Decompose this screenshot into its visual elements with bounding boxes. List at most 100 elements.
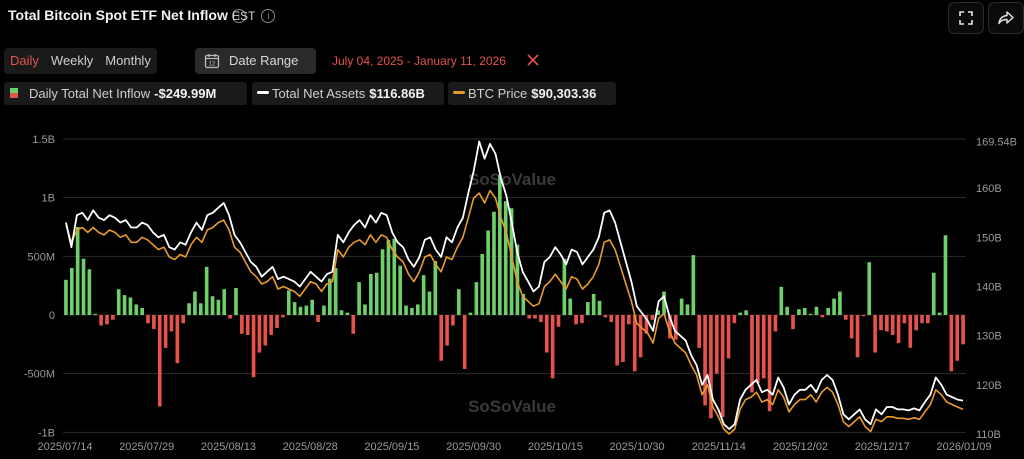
inflow-bar: [832, 298, 836, 315]
watermark-text: SoSoValue: [468, 397, 556, 416]
inflow-bar: [456, 289, 461, 315]
inflow-bar: [843, 315, 848, 320]
inflow-bar: [333, 268, 338, 315]
y-left-tick-label: -1B: [38, 427, 55, 439]
chart-title: Total Bitcoin Spot ETF Net Inflow i: [8, 7, 246, 23]
inflow-bar: [322, 305, 326, 315]
inflow-bar: [345, 312, 350, 315]
inflow-bar: [591, 293, 596, 315]
inflow-bar: [210, 296, 215, 315]
inflow-bar: [550, 315, 555, 379]
inflow-bar: [462, 315, 467, 369]
inflow-bar: [668, 315, 672, 339]
legend-item-price[interactable]: BTC Price $90,303.36: [448, 82, 616, 105]
inflow-bar: [943, 235, 948, 315]
date-range-button[interactable]: 12 Date Range: [195, 48, 316, 74]
inflow-bar: [855, 315, 860, 358]
inflow-bar: [316, 315, 320, 323]
inflow-bar: [656, 310, 660, 315]
y-left-tick-label: 1.5B: [32, 134, 55, 146]
tab-daily[interactable]: Daily: [10, 53, 39, 68]
svg-text:12: 12: [209, 62, 216, 68]
inflow-bar: [275, 315, 279, 328]
x-tick-label: 2025/07/29: [119, 441, 174, 453]
inflow-bar: [339, 310, 344, 315]
inflow-bar: [802, 307, 807, 315]
inflow-bar: [509, 208, 514, 315]
inflow-bar: [474, 282, 479, 315]
inflow-bar: [779, 286, 784, 315]
inflow-bar: [240, 315, 244, 334]
tab-weekly[interactable]: Weekly: [50, 53, 94, 68]
inflow-bar: [105, 315, 109, 325]
inflow-bar: [433, 261, 438, 315]
inflow-bar: [873, 315, 877, 353]
inflow-bar: [380, 249, 385, 315]
inflow-bar: [544, 315, 549, 353]
inflow-bar: [638, 315, 643, 358]
inflow-bar: [64, 279, 68, 315]
inflow-bar: [679, 298, 684, 315]
fullscreen-button[interactable]: [948, 2, 984, 34]
inflow-bar: [503, 201, 508, 315]
inflow-bar: [310, 299, 315, 315]
price-swatch: [453, 91, 465, 94]
y-right-tick-label: 140B: [976, 282, 1002, 294]
inflow-bar: [744, 310, 748, 315]
inflow-bar: [398, 265, 402, 315]
y-right-tick-label: 160B: [976, 183, 1002, 195]
x-tick-label: 2025/08/28: [283, 441, 338, 453]
inflow-bar: [374, 272, 379, 315]
y-left-tick-label: 500M: [27, 251, 55, 263]
assets-swatch: [257, 91, 269, 94]
inflow-bar: [949, 315, 954, 372]
inflow-bar: [785, 306, 789, 315]
inflow-bar: [849, 315, 854, 339]
inflow-bar: [797, 309, 801, 315]
inflow-bar: [527, 315, 531, 319]
inflow-bar: [961, 315, 965, 345]
x-tick-label: 2025/09/15: [364, 441, 419, 453]
inflow-bar: [251, 315, 256, 378]
inflow-bar: [427, 291, 432, 315]
timezone-info-icon[interactable]: i: [261, 9, 276, 23]
inflow-bar: [896, 315, 901, 344]
share-button[interactable]: [988, 2, 1024, 34]
info-icon[interactable]: i: [231, 9, 246, 23]
x-tick-label: 2026/01/09: [936, 441, 991, 453]
inflow-bar: [820, 315, 825, 318]
x-tick-label: 2025/12/17: [855, 441, 910, 453]
fullscreen-icon: [959, 11, 973, 25]
assets-value: $116.86B: [369, 86, 425, 101]
inflow-bar: [585, 302, 590, 315]
inflow-bar: [392, 238, 397, 315]
legend-item-assets[interactable]: Total Net Assets $116.86B: [252, 82, 444, 105]
inflow-bar: [597, 300, 602, 315]
inflow-bar: [750, 315, 754, 393]
inflow-bar: [152, 315, 156, 330]
inflow-bar: [662, 291, 666, 315]
inflow-bar: [439, 315, 444, 361]
inflow-bar: [157, 315, 162, 407]
y-right-tick-label: 120B: [976, 380, 1002, 392]
tab-monthly[interactable]: Monthly: [105, 53, 151, 68]
inflow-bar: [486, 230, 490, 315]
price-value: $90,303.36: [531, 86, 597, 101]
inflow-bar: [885, 315, 889, 332]
clear-date-range-button[interactable]: [526, 53, 540, 72]
inflow-bar: [386, 239, 391, 315]
inflow-bar: [650, 315, 655, 320]
timezone-label[interactable]: EST i: [232, 9, 276, 23]
inflow-bar: [931, 272, 936, 315]
inflow-bar: [363, 304, 367, 315]
inflow-bar: [603, 315, 608, 318]
inflow-bar: [257, 315, 262, 353]
inflow-bar: [198, 303, 203, 315]
date-range-label: Date Range: [229, 53, 299, 68]
inflow-bar: [890, 315, 895, 335]
legend-item-inflow[interactable]: Daily Total Net Inflow -$249.99M: [4, 82, 247, 105]
inflow-bar: [169, 315, 174, 332]
inflow-bar: [568, 298, 573, 315]
inflow-bar: [410, 307, 414, 315]
